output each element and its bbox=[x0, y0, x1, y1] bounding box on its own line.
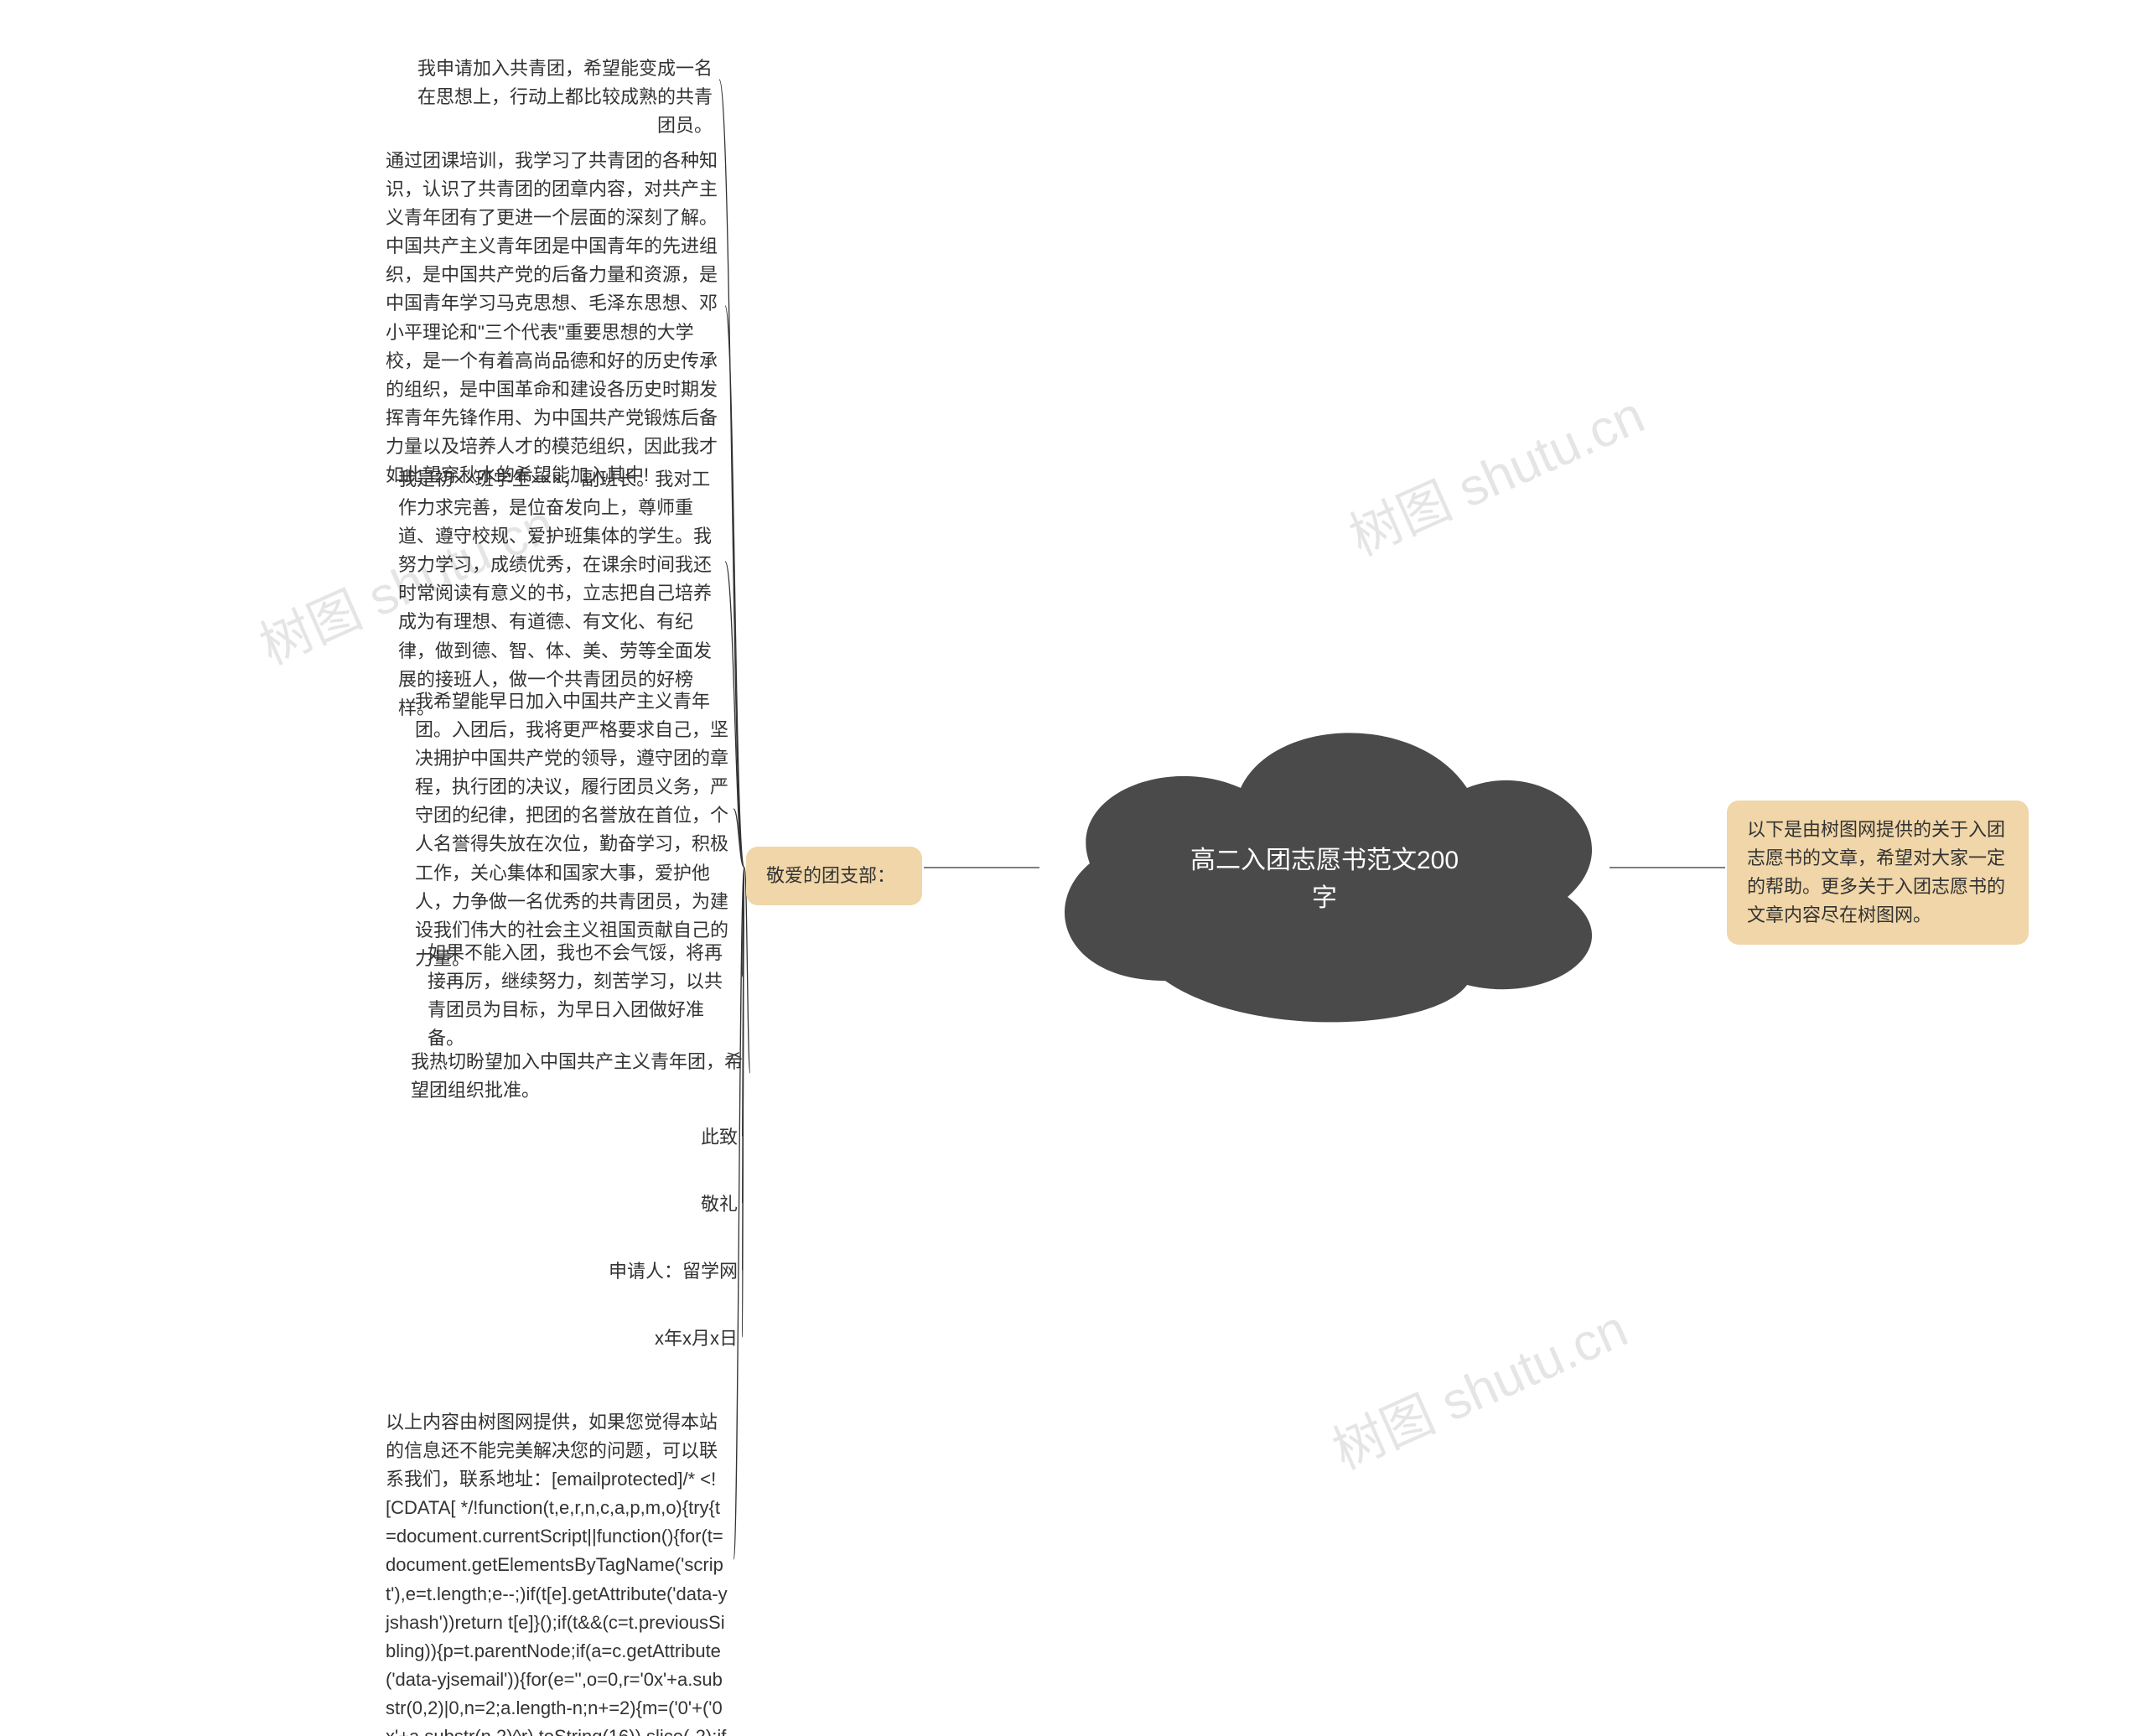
mindmap-canvas: 高二入团志愿书范文200 字 敬爱的团支部： 以下是由树图网提供的关于入团志愿书… bbox=[0, 0, 2146, 1736]
leaf-node: 我是初××班学生×××，副班长。我对工作力求完善，是位奋发向上，尊师重道、遵守校… bbox=[398, 465, 721, 723]
leaf-text: 如果不能入团，我也不会气馁，将再接再厉，继续努力，刻苦学习，以共青团员为目标，为… bbox=[428, 942, 723, 1049]
leaf-text: 我是初××班学生×××，副班长。我对工作力求完善，是位奋发向上，尊师重道、遵守校… bbox=[398, 469, 712, 718]
leaf-node: x年x月x日 bbox=[645, 1324, 738, 1353]
leaf-node: 我申请加入共青团，希望能变成一名在思想上，行动上都比较成熟的共青团员。 bbox=[402, 54, 713, 140]
leaf-node: 我热切盼望加入中国共产主义青年团，希望团组织批准。 bbox=[411, 1048, 746, 1105]
center-node: 高二入团志愿书范文200 字 bbox=[1031, 696, 1618, 1048]
leaf-node: 申请人：留学网 bbox=[595, 1257, 738, 1286]
leaf-node: 敬礼 bbox=[687, 1190, 738, 1219]
center-title-line2: 字 bbox=[1312, 884, 1337, 912]
center-title-line1: 高二入团志愿书范文200 bbox=[1190, 847, 1459, 874]
leaf-text: 以上内容由树图网提供，如果您觉得本站的信息还不能完美解决您的问题，可以联系我们，… bbox=[386, 1412, 728, 1736]
leaf-node: 如果不能入团，我也不会气馁，将再接再厉，继续努力，刻苦学习，以共青团员为目标，为… bbox=[428, 939, 738, 1053]
leaf-node: 此致 bbox=[687, 1123, 738, 1152]
leaf-text: 通过团课培训，我学习了共青团的各种知识，认识了共青团的团章内容，对共产主义青年团… bbox=[386, 150, 718, 485]
leaf-node: 我希望能早日加入中国共产主义青年团。入团后，我将更严格要求自己，坚决拥护中国共产… bbox=[415, 687, 729, 973]
watermark-text: 树图 shutu.cn bbox=[1319, 1287, 1637, 1484]
leaf-text: 我希望能早日加入中国共产主义青年团。入团后，我将更严格要求自己，坚决拥护中国共产… bbox=[415, 691, 728, 969]
leaf-text: 我热切盼望加入中国共产主义青年团，希望团组织批准。 bbox=[411, 1051, 743, 1101]
leaf-node: 通过团课培训，我学习了共青团的各种知识，认识了共青团的团章内容，对共产主义青年团… bbox=[386, 147, 721, 490]
leaf-text: 申请人：留学网 bbox=[609, 1261, 738, 1282]
right-branch-node: 以下是由树图网提供的关于入团志愿书的文章，希望对大家一定的帮助。更多关于入团志愿… bbox=[1727, 801, 2029, 945]
leaf-text: x年x月x日 bbox=[655, 1328, 738, 1349]
leaf-text: 我申请加入共青团，希望能变成一名在思想上，行动上都比较成熟的共青团员。 bbox=[417, 58, 713, 136]
right-branch-label: 以下是由树图网提供的关于入团志愿书的文章，希望对大家一定的帮助。更多关于入团志愿… bbox=[1747, 819, 2005, 925]
leaf-node: 以上内容由树图网提供，如果您觉得本站的信息还不能完美解决您的问题，可以联系我们，… bbox=[386, 1408, 729, 1736]
leaf-text: 敬礼 bbox=[701, 1194, 738, 1215]
leaf-text: 此致 bbox=[701, 1127, 738, 1148]
center-title: 高二入团志愿书范文200 字 bbox=[1174, 842, 1475, 917]
watermark-text: 树图 shutu.cn bbox=[1335, 373, 1654, 570]
left-hub-label: 敬爱的团支部： bbox=[766, 865, 895, 886]
left-hub-node: 敬爱的团支部： bbox=[746, 847, 922, 905]
